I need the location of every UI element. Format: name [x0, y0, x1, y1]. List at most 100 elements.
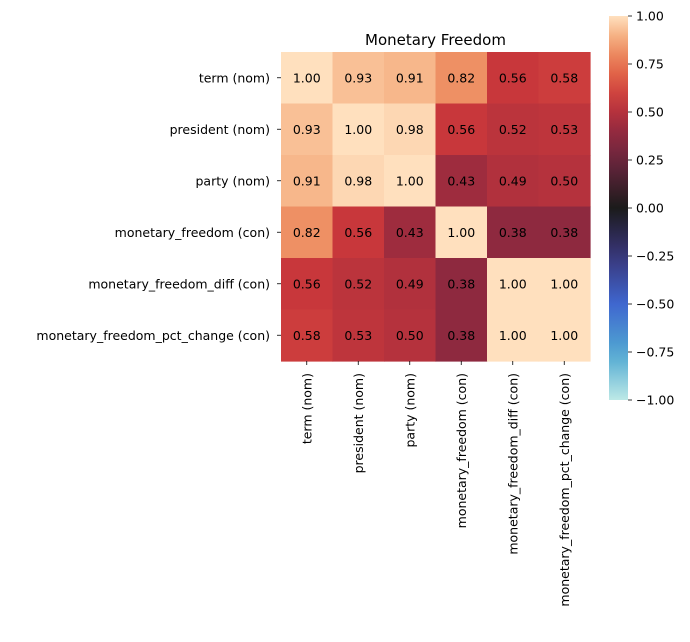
- cell-value-label: 0.50: [396, 328, 424, 343]
- cell-value-label: 0.98: [396, 122, 424, 137]
- heatmap-cell: [487, 309, 540, 362]
- heatmap-cell: [538, 258, 591, 311]
- cell-value-label: 0.82: [293, 225, 321, 240]
- cell-value-label: 0.58: [550, 70, 578, 85]
- heatmap-cell: [281, 52, 334, 105]
- cell-value-label: 0.98: [344, 173, 372, 188]
- cell-value-label: 0.56: [447, 122, 475, 137]
- heatmap-cell: [487, 155, 540, 208]
- cell-value-label: 0.56: [293, 276, 321, 291]
- heatmap-cell: [332, 52, 385, 105]
- cell-value-label: 0.52: [344, 276, 372, 291]
- x-tick-label: monetary_freedom_diff (con): [505, 373, 520, 555]
- x-tick-label: term (nom): [299, 373, 314, 444]
- x-tick-labels: term (nom) president (nom) party (nom) mone…: [299, 361, 572, 607]
- colorbar-tick-label: −0.75: [636, 345, 674, 360]
- heatmap-cell: [435, 258, 488, 311]
- heatmap-cell: [487, 206, 540, 259]
- cell-value-label: 0.50: [550, 173, 578, 188]
- colorbar-tick-label: 0.00: [636, 201, 664, 216]
- cell-value-label: 0.93: [293, 122, 321, 137]
- y-tick-label: monetary_freedom_diff (con): [88, 276, 270, 291]
- x-tick-label: monetary_freedom (con): [454, 373, 469, 528]
- x-tick-label: monetary_freedom_pct_change (con): [557, 373, 572, 607]
- y-tick-label: party (nom): [195, 173, 270, 188]
- heatmap-cell: [538, 309, 591, 362]
- cell-value-label: 1.00: [396, 173, 424, 188]
- heatmap-cell: [332, 258, 385, 311]
- heatmap-cell: [487, 103, 540, 156]
- heatmap-cell: [538, 206, 591, 259]
- heatmap-cell: [332, 103, 385, 156]
- colorbar: 1.00 0.75 0.50 0.25 0.00 −0.25 −0.50 −0.75 −1.00: [609, 9, 674, 408]
- heatmap-cell: [384, 52, 437, 105]
- cell-value-label: 0.38: [550, 225, 578, 240]
- cell-value-label: 1.00: [499, 276, 527, 291]
- chart-title: Monetary Freedom: [365, 31, 506, 49]
- cell-value-label: 1.00: [447, 225, 475, 240]
- cell-value-label: 0.49: [499, 173, 527, 188]
- heatmap-cell: [281, 258, 334, 311]
- cell-value-label: 0.38: [447, 328, 475, 343]
- cell-value-label: 1.00: [344, 122, 372, 137]
- heatmap-cell: [538, 103, 591, 156]
- heatmap-cell: [281, 155, 334, 208]
- colorbar-tick-label: 0.75: [636, 57, 664, 72]
- y-tick-label: term (nom): [199, 70, 270, 85]
- heatmap-cell: [281, 309, 334, 362]
- cell-value-label: 1.00: [550, 328, 578, 343]
- heatmap-cell: [332, 206, 385, 259]
- heatmap-cell: [487, 258, 540, 311]
- cell-value-label: 1.00: [293, 70, 321, 85]
- cell-value-label: 0.49: [396, 276, 424, 291]
- colorbar-tick-label: −0.50: [636, 297, 674, 312]
- heatmap-cell: [435, 206, 488, 259]
- heatmap-cell: [487, 52, 540, 105]
- cell-value-label: 0.56: [499, 70, 527, 85]
- cell-value-label: 0.43: [447, 173, 475, 188]
- heatmap-cell: [538, 155, 591, 208]
- cell-value-label: 0.43: [396, 225, 424, 240]
- cell-value-label: 0.38: [499, 225, 527, 240]
- colorbar-gradient: [609, 16, 628, 400]
- cell-value-label: 0.38: [447, 276, 475, 291]
- heatmap-cell: [384, 103, 437, 156]
- colorbar-tick-label: −1.00: [636, 393, 674, 408]
- cell-value-label: 0.53: [344, 328, 372, 343]
- heatmap-cell: [332, 155, 385, 208]
- heatmap-cell: [384, 309, 437, 362]
- x-tick-label: party (nom): [402, 373, 417, 448]
- colorbar-tick-label: 0.50: [636, 105, 664, 120]
- cell-value-label: 0.91: [293, 173, 321, 188]
- cell-value-label: 0.53: [550, 122, 578, 137]
- y-tick-label: monetary_freedom (con): [115, 225, 270, 240]
- cell-value-label: 0.56: [344, 225, 372, 240]
- heatmap-cell: [384, 206, 437, 259]
- x-tick-label: president (nom): [351, 373, 366, 473]
- cell-value-label: 0.91: [396, 70, 424, 85]
- heatmap-cell: [538, 52, 591, 105]
- heatmap-cell: [435, 309, 488, 362]
- cell-value-label: 1.00: [499, 328, 527, 343]
- heatmap-cell: [384, 155, 437, 208]
- y-tick-labels: term (nom) president (nom) party (nom) mone…: [36, 70, 281, 343]
- heatmap-cell: [435, 155, 488, 208]
- heatmap-cell: [384, 258, 437, 311]
- cell-value-label: 0.93: [344, 70, 372, 85]
- y-tick-label: monetary_freedom_pct_change (con): [36, 328, 270, 343]
- colorbar-tick-label: 0.25: [636, 153, 664, 168]
- heatmap-cell: [332, 309, 385, 362]
- cell-value-label: 1.00: [550, 276, 578, 291]
- cell-value-label: 0.82: [447, 70, 475, 85]
- colorbar-tick-label: −0.25: [636, 249, 674, 264]
- colorbar-tick-label: 1.00: [636, 9, 664, 24]
- heatmap-cell: [435, 52, 488, 105]
- heatmap-cell: [435, 103, 488, 156]
- heatmap-cell: [281, 206, 334, 259]
- cell-value-label: 0.52: [499, 122, 527, 137]
- y-tick-label: president (nom): [170, 122, 270, 137]
- cell-value-label: 0.58: [293, 328, 321, 343]
- heatmap-cells: 1.00 0.93 0.91 0.82 0.56 0.58 0.93 1.00 0.98 0.56…: [281, 52, 591, 362]
- heatmap-cell: [281, 103, 334, 156]
